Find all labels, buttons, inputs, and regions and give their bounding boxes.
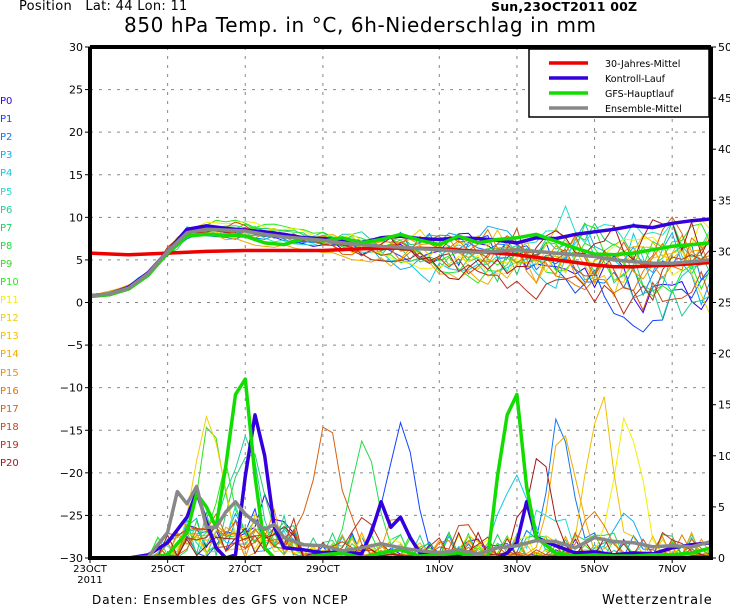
x-tick-label: 29OCT <box>306 564 341 575</box>
temp-line-gfs-hauptlauf <box>89 232 712 299</box>
y-tick-label-right: 10 <box>718 450 730 463</box>
member-label: P13 <box>0 331 19 343</box>
main-series-lines <box>89 217 712 560</box>
y-tick-label-left: 0 <box>76 297 83 310</box>
y-tick-label-right: 30 <box>718 245 730 258</box>
precip-member-line <box>90 457 712 559</box>
member-label: P7 <box>0 222 13 234</box>
run-date: Sun,23OCT2011 00Z <box>491 0 638 14</box>
axes: 302520151050−5−10−15−20−25−3050454035302… <box>60 41 730 586</box>
member-label: P19 <box>0 439 19 451</box>
y-tick-label-left: −10 <box>60 382 83 395</box>
member-label: P8 <box>0 240 13 252</box>
position-label: Position Lat: 44 Lon: 11 <box>19 0 188 14</box>
x-tick-label: 7NOV <box>658 564 687 575</box>
x-tick-label: 27OCT <box>228 564 263 575</box>
longitude: Lon: 11 <box>137 0 188 14</box>
y-tick-label-right: 50 <box>718 41 730 54</box>
legend: 30-Jahres-Mittel Kontroll-Lauf GFS-Hauptla… <box>528 48 710 118</box>
x-tick-label: 25OCT <box>151 564 186 575</box>
y-tick-label-left: 5 <box>76 254 83 267</box>
precip-line-gfs-hauptlauf <box>90 377 712 560</box>
legend-entry: Ensemble-Mittel <box>605 104 682 115</box>
y-tick-label-right: 0 <box>718 552 725 565</box>
member-label: P10 <box>0 277 19 288</box>
latitude: Lat: 44 <box>85 0 133 14</box>
position-word: Position <box>19 0 73 14</box>
member-label: P2 <box>0 132 13 144</box>
legend-entry: Kontroll-Lauf <box>605 74 666 85</box>
y-tick-label-right: 40 <box>718 143 730 156</box>
member-label: P20 <box>0 458 19 469</box>
y-tick-label-left: −15 <box>60 424 83 437</box>
y-tick-label-right: 45 <box>718 92 730 105</box>
member-label: P5 <box>0 186 13 198</box>
y-tick-label-left: −25 <box>60 509 83 522</box>
y-tick-label-left: 15 <box>69 169 83 182</box>
x-tick-label: 23OCT <box>73 564 108 575</box>
member-label: P14 <box>0 349 19 361</box>
member-label: P12 <box>0 313 19 325</box>
y-tick-label-right: 15 <box>718 399 730 412</box>
member-label: P0 <box>0 96 13 107</box>
brand-label: Wetterzentrale <box>602 593 713 608</box>
y-tick-label-left: 20 <box>69 126 83 139</box>
data-source-label: Daten: Ensembles des GFS von NCEP <box>92 593 349 607</box>
legend-entry: 30-Jahres-Mittel <box>605 59 680 70</box>
temperature-member-lines <box>89 204 712 333</box>
x-tick-label: 3NOV <box>503 564 532 575</box>
member-label: P15 <box>0 367 19 379</box>
x-tick-sublabel: 2011 <box>77 575 102 586</box>
y-tick-label-left: 25 <box>69 84 83 97</box>
member-label: P17 <box>0 403 19 415</box>
member-label: P6 <box>0 204 13 216</box>
member-label: P18 <box>0 421 19 433</box>
y-tick-label-left: −20 <box>60 467 83 480</box>
member-label: P1 <box>0 114 13 126</box>
precip-member-lines <box>90 396 712 560</box>
y-tick-label-right: 25 <box>718 297 730 310</box>
member-label: P9 <box>0 258 13 270</box>
y-tick-label-left: 30 <box>69 41 83 54</box>
y-tick-label-left: −5 <box>67 339 83 352</box>
legend-entry: GFS-Hauptlauf <box>605 89 674 100</box>
x-tick-label: 1NOV <box>425 564 454 575</box>
x-tick-label: 5NOV <box>580 564 609 575</box>
y-tick-label-right: 5 <box>718 501 725 514</box>
y-tick-label-left: 10 <box>69 211 83 224</box>
member-label: P3 <box>0 150 13 162</box>
member-label: P11 <box>0 295 19 307</box>
chart-title: 850 hPa Temp. in °C, 6h-Niederschlag in … <box>124 13 597 37</box>
y-tick-label-right: 35 <box>718 194 730 207</box>
member-label: P4 <box>0 168 13 180</box>
precip-member-line <box>90 439 712 559</box>
y-tick-label-left: −30 <box>60 552 83 565</box>
member-label: P16 <box>0 385 19 397</box>
y-tick-label-right: 20 <box>718 348 730 361</box>
legend-box <box>528 48 710 118</box>
precip-line-ensemble-mittel <box>90 484 712 560</box>
temp-line-ensemble-mittel <box>89 227 712 298</box>
